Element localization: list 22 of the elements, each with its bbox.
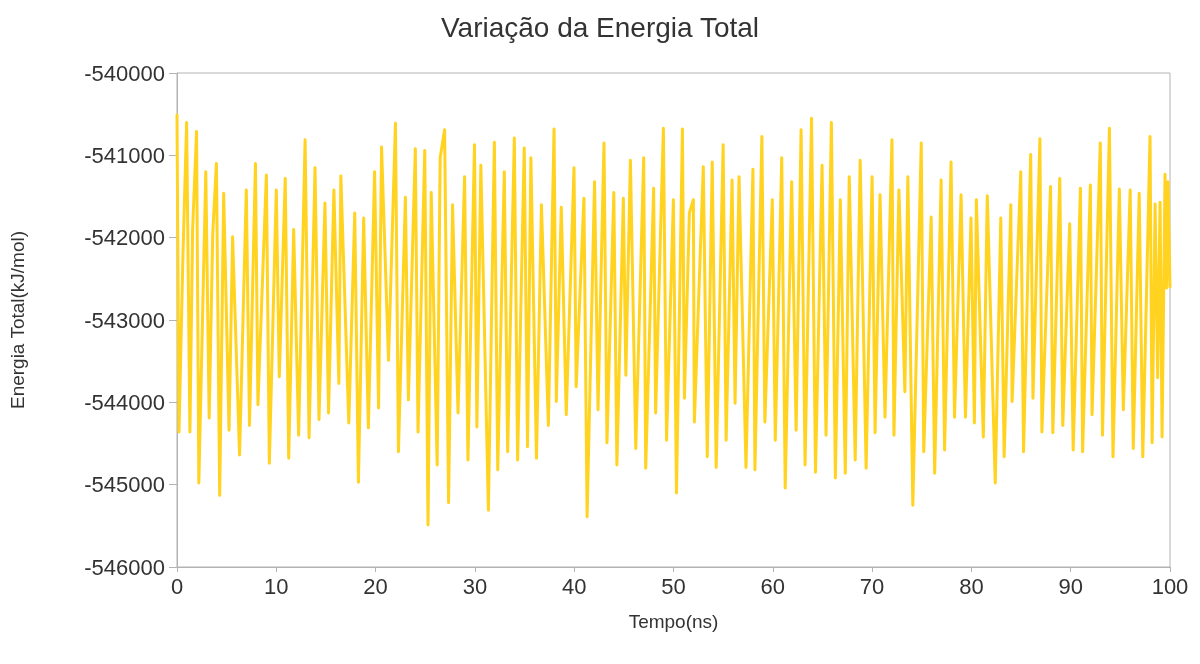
y-tick-label: -541000 — [84, 142, 165, 168]
y-tick-label: -545000 — [84, 472, 165, 498]
y-tick-label: -546000 — [84, 554, 165, 580]
x-tick-label: 30 — [462, 573, 488, 599]
y-tick-label: -544000 — [84, 389, 165, 415]
x-tick-label: 50 — [661, 573, 686, 599]
x-tick-label: 40 — [561, 573, 587, 599]
y-tick-label: -540000 — [84, 60, 165, 86]
x-tick-label: 70 — [859, 573, 885, 599]
x-tick-label: 100 — [1151, 573, 1189, 599]
x-tick-label: 60 — [760, 573, 786, 599]
x-axis-title: Tempo(ns) — [628, 611, 719, 632]
x-tick-label: 20 — [363, 573, 388, 599]
x-tick-label: 10 — [264, 573, 289, 599]
line-series — [175, 113, 1172, 527]
x-tick-label: 90 — [1058, 573, 1083, 599]
chart-title: Variação da Energia Total — [440, 11, 760, 43]
y-tick-label: -542000 — [84, 225, 165, 251]
y-tick-label: -543000 — [84, 307, 165, 333]
y-axis-title: Energia Total(kJ/mol) — [7, 230, 28, 410]
x-tick-label: 80 — [959, 573, 984, 599]
x-tick-label: 0 — [170, 573, 184, 599]
